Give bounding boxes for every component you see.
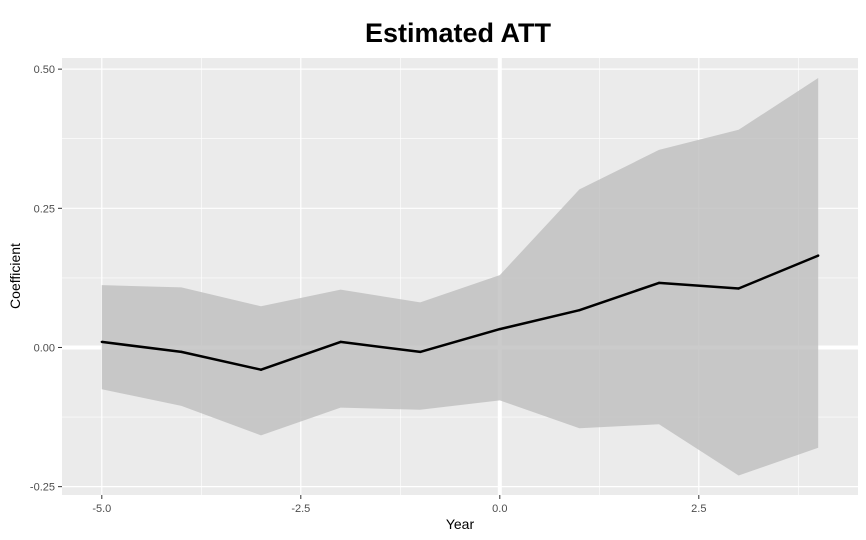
att-point bbox=[339, 340, 342, 344]
att-line bbox=[101, 254, 819, 371]
att-point bbox=[498, 327, 501, 331]
y-tick-label: 0.25 bbox=[34, 203, 55, 215]
x-tick-label: 0.0 bbox=[492, 503, 507, 515]
y-tick-label: 0.00 bbox=[34, 342, 55, 354]
chart-title: Estimated ATT bbox=[365, 18, 552, 48]
att-point bbox=[419, 350, 422, 354]
att-point bbox=[100, 340, 104, 344]
att-point bbox=[180, 350, 183, 354]
att-point bbox=[817, 254, 820, 257]
x-tick-label: -2.5 bbox=[291, 503, 310, 515]
x-tick-label: 2.5 bbox=[691, 503, 706, 515]
y-tick-label: 0.50 bbox=[34, 64, 55, 76]
y-tick-label: -0.25 bbox=[30, 482, 55, 494]
confidence-band bbox=[101, 78, 819, 476]
y-axis: -0.25 0.00 0.25 0.50 bbox=[30, 64, 62, 494]
att-point bbox=[657, 281, 661, 285]
att-point bbox=[578, 308, 581, 312]
att-points bbox=[100, 254, 820, 371]
x-axis: -5.0 -2.5 0.0 2.5 bbox=[92, 495, 706, 515]
y-axis-title: Coefficient bbox=[7, 243, 23, 309]
x-tick-label: -5.0 bbox=[92, 503, 111, 515]
att-point bbox=[259, 368, 263, 371]
att-point bbox=[737, 287, 740, 290]
x-axis-title: Year bbox=[446, 516, 475, 532]
